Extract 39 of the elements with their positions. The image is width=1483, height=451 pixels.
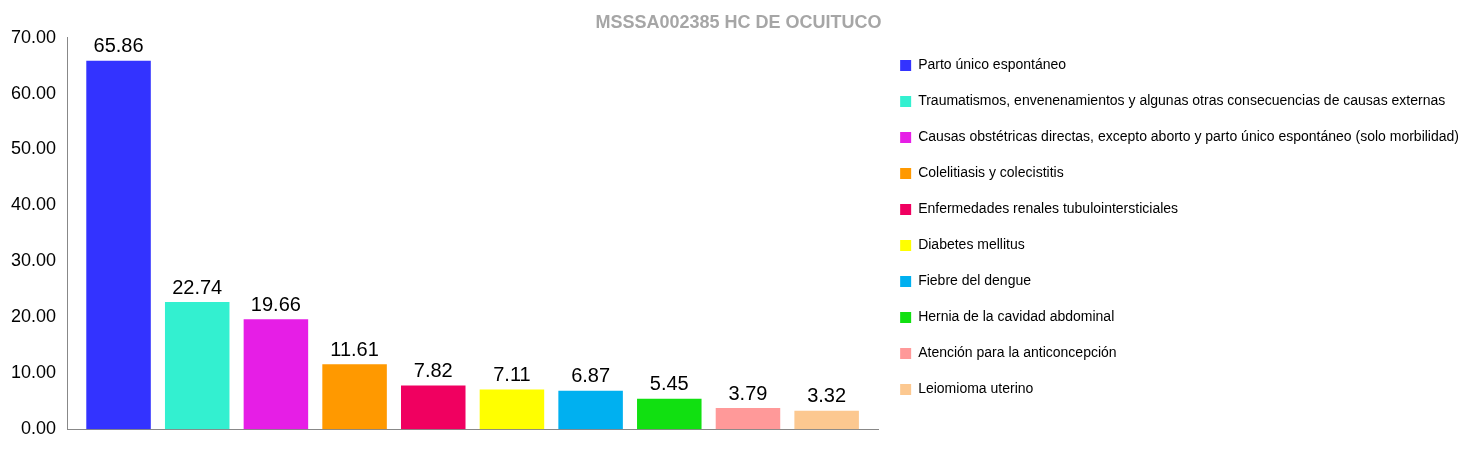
bar (401, 385, 466, 430)
data-label: 7.82 (413, 358, 453, 381)
bar (794, 410, 859, 430)
bar (164, 301, 230, 430)
legend-label: Parto único espontáneo (918, 56, 1067, 73)
y-tick-label: 50.00 (11, 138, 57, 159)
bar (637, 398, 702, 430)
bar (86, 60, 151, 430)
bar (558, 390, 623, 430)
y-tick-label: 30.00 (11, 250, 57, 271)
y-tick-label: 60.00 (11, 82, 57, 103)
data-label: 3.79 (728, 381, 768, 404)
legend-label: Leiomioma uterino (918, 380, 1034, 397)
data-label: 11.61 (330, 337, 379, 360)
y-tick-label: 70.00 (11, 26, 57, 47)
legend-label: Causas obstétricas directas, excepto aborto y parto único espontáneo (solo morbilidad) (918, 128, 1460, 145)
y-tick-label: 20.00 (11, 306, 57, 327)
bar (479, 389, 545, 430)
legend-label: Fiebre del dengue (918, 272, 1032, 289)
bar (715, 408, 781, 430)
legend-label: Enfermedades renales tubulointersticiales (918, 200, 1179, 217)
data-label: 22.74 (172, 275, 223, 298)
legend-label: Colelitiasis y colecistitis (918, 164, 1064, 181)
data-label: 7.11 (493, 362, 531, 385)
legend-label: Atención para la anticoncepción (918, 344, 1117, 361)
chart-title: MSSSA002385 HC DE OCUITUCO (595, 11, 882, 32)
y-tick-label: 0.00 (21, 418, 57, 439)
legend-label: Traumatismos, envenenamientos y algunas otras consecuencias de causas externas (918, 92, 1446, 109)
y-tick-label: 10.00 (11, 362, 57, 383)
y-tick-label: 40.00 (11, 194, 57, 215)
data-label: 6.87 (571, 364, 611, 387)
data-label: 3.32 (807, 384, 847, 407)
bar (322, 364, 387, 430)
data-label: 19.66 (250, 292, 301, 315)
data-label: 65.86 (93, 34, 144, 57)
legend-label: Diabetes mellitus (918, 236, 1025, 253)
legend-label: Hernia de la cavidad abdominal (918, 308, 1115, 325)
bar (243, 319, 309, 430)
data-label: 5.45 (649, 372, 689, 395)
